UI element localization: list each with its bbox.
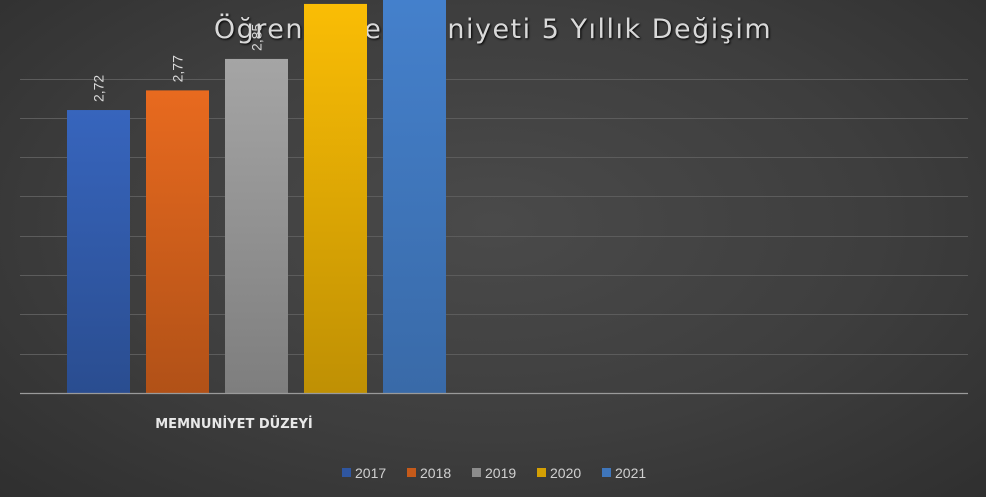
bar-2021 [383, 0, 446, 394]
legend-label: 2020 [550, 465, 581, 481]
bar-2017 [67, 110, 130, 393]
legend-label: 2017 [355, 465, 386, 481]
legend-label: 2018 [420, 465, 451, 481]
legend-swatch [342, 468, 351, 477]
legend-swatch [537, 468, 546, 477]
data-label-2018: 2,77 [170, 55, 186, 82]
legend-item-2019: 2019 [472, 465, 516, 481]
legend-item-2020: 2020 [537, 465, 581, 481]
data-label-2019: 2,85 [249, 23, 265, 50]
legend-swatch [407, 468, 416, 477]
legend-label: 2021 [615, 465, 646, 481]
bars [67, 0, 446, 394]
bar-2020 [304, 3, 367, 394]
bar-2018 [146, 90, 209, 393]
legend-label: 2019 [485, 465, 516, 481]
legend-item-2017: 2017 [342, 465, 386, 481]
data-label-2017: 2,72 [91, 75, 107, 102]
legend-swatch [602, 468, 611, 477]
legend-item-2018: 2018 [407, 465, 451, 481]
data-labels: 2,722,772,852,993,48 [91, 23, 265, 102]
legend: 2017 2018 2019 2020 2021 [342, 465, 646, 481]
legend-swatch [472, 468, 481, 477]
legend-item-2021: 2021 [602, 465, 646, 481]
bar-2019 [225, 58, 288, 393]
x-category-label: MEMNUNİYET DÜZEYİ [155, 416, 313, 432]
